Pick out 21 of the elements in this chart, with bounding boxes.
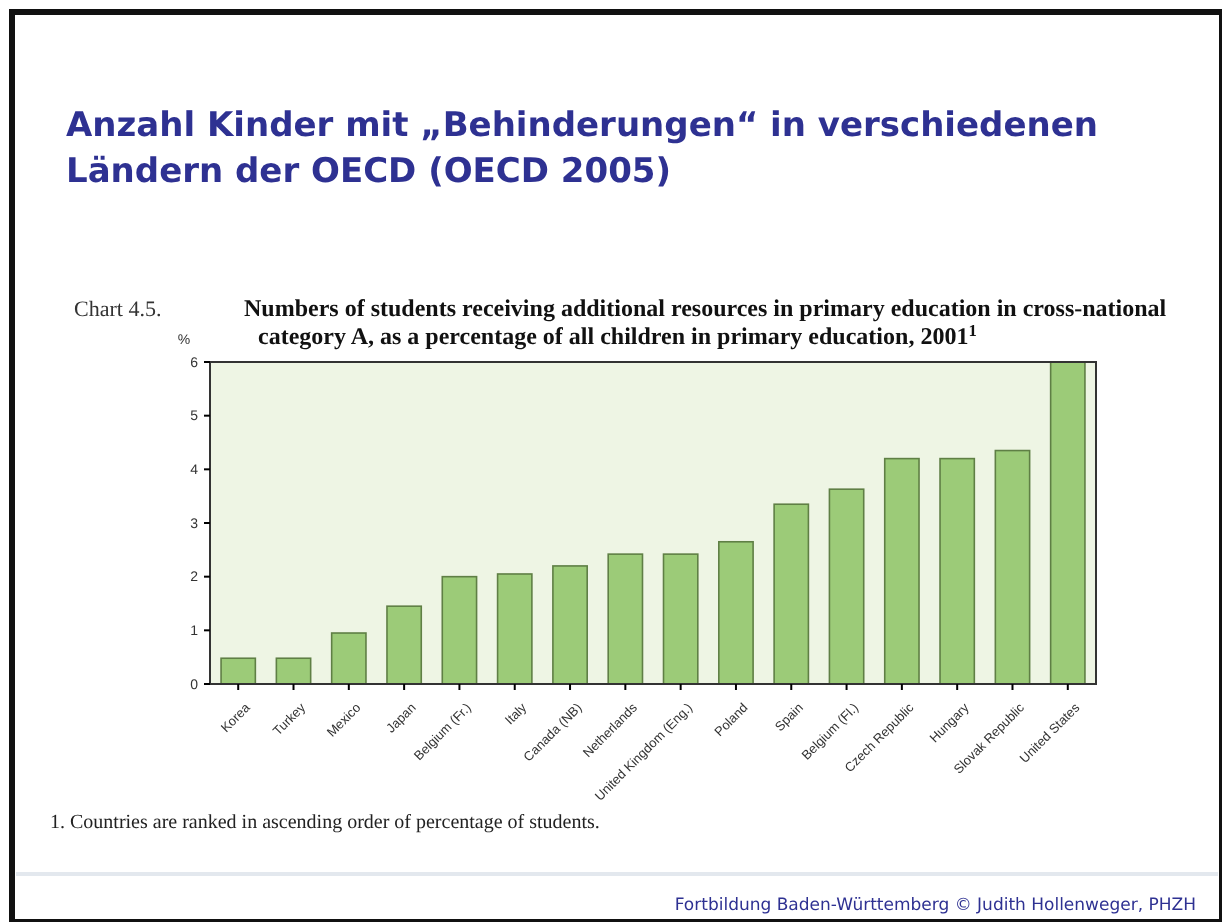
bar <box>1049 361 1086 685</box>
bar <box>662 553 699 685</box>
bar <box>773 503 810 685</box>
bar <box>939 457 976 685</box>
bar <box>994 449 1031 685</box>
bar <box>718 540 754 685</box>
bar <box>330 632 367 685</box>
chart-title: Anzahl Kinder mit „Behinderungen“ in verschiedenen Ländern der OECD (OECD 2005) <box>66 106 1098 192</box>
bar <box>220 657 257 685</box>
bar <box>275 657 312 685</box>
chart-subtitle: Numbers of students receiving additional resources in primary education in cross-national category A, as a percentage of all children in primary education, 2001$^{1}$ <box>244 294 1168 350</box>
text: 1. Countries are ranked in ascending order of percentage of students. <box>50 812 600 834</box>
bar <box>828 488 865 685</box>
text: Fortbildung Baden-Württemberg © Judith Hollenweger, PHZH <box>674 896 1196 916</box>
bar <box>552 565 588 685</box>
bar <box>607 553 644 685</box>
bar <box>883 457 920 685</box>
bar <box>441 575 478 685</box>
caption: Chart 4.5. <box>74 298 162 322</box>
bar <box>386 605 423 685</box>
bar <box>496 573 533 685</box>
